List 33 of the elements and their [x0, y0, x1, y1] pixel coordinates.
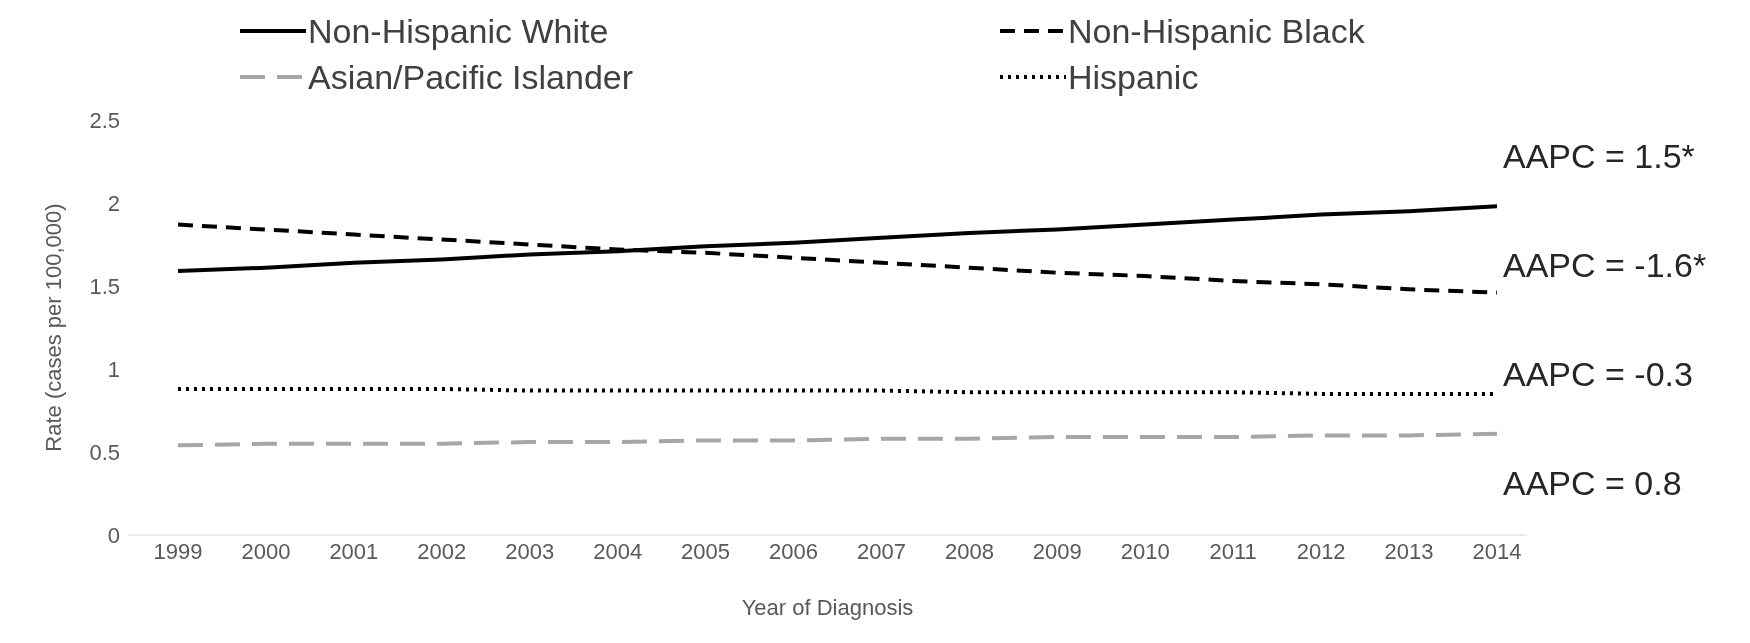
y-tick-label: 1.5 [89, 273, 120, 299]
x-tick-label: 2000 [241, 538, 291, 564]
x-tick-label: 2001 [329, 538, 379, 564]
x-tick-label: 2009 [1032, 538, 1082, 564]
x-axis-title: Year of Diagnosis [741, 595, 914, 620]
y-tick-label: 0 [107, 522, 120, 548]
x-tick-label: 2010 [1120, 538, 1170, 564]
y-tick-label: 2.5 [89, 107, 120, 133]
y-tick-label: 0.5 [89, 439, 120, 465]
x-tick-label: 2008 [944, 538, 994, 564]
x-tick-label: 1999 [153, 538, 203, 564]
x-tick-label: 2004 [593, 538, 643, 564]
y-tick-label: 1 [107, 356, 120, 382]
y-tick-label: 2 [107, 190, 120, 216]
x-tick-label: 2005 [681, 538, 731, 564]
x-tick-label: 2011 [1209, 538, 1257, 564]
annotation: AAPC = -1.6* [1503, 245, 1707, 285]
legend-label: Asian/Pacific Islander [308, 57, 634, 97]
x-tick-label: 2006 [769, 538, 819, 564]
legend-label: Hispanic [1068, 57, 1199, 97]
x-tick-label: 2014 [1472, 538, 1522, 564]
x-tick-label: 2007 [856, 538, 906, 564]
x-tick-label: 2002 [417, 538, 467, 564]
legend-label: Non-Hispanic Black [1068, 11, 1365, 51]
y-axis-title: Rate (cases per 100,000) [40, 203, 66, 452]
annotation: AAPC = -0.3 [1503, 354, 1693, 394]
annotation: AAPC = 0.8 [1503, 463, 1682, 503]
annotation: AAPC = 1.5* [1503, 136, 1695, 176]
x-tick-label: 2003 [505, 538, 555, 564]
line-series [176, 431, 1499, 448]
legend-label: Non-Hispanic White [308, 11, 609, 51]
x-tick-label: 2013 [1384, 538, 1434, 564]
x-tick-label: 2012 [1296, 538, 1346, 564]
